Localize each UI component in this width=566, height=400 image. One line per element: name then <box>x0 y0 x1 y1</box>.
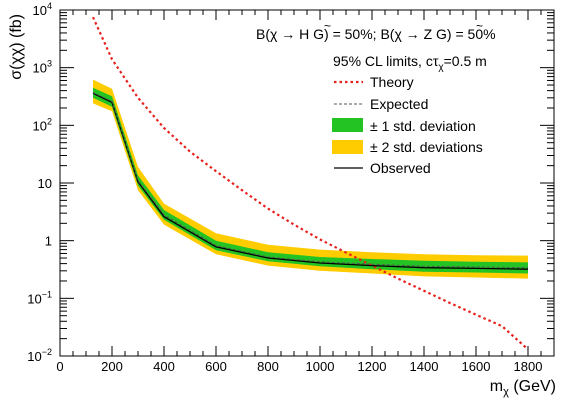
x-tick-label: 600 <box>205 359 227 374</box>
x-tick-label: 1600 <box>462 359 491 374</box>
x-tick-label: 1000 <box>306 359 335 374</box>
annotation-cl-limits: 95% CL limits, cτχ=0.5 m <box>333 53 487 73</box>
svg-text:Observed: Observed <box>370 160 431 176</box>
x-axis-title: mχ (GeV) <box>490 378 556 398</box>
svg-text:± 2 std. deviations: ± 2 std. deviations <box>370 139 483 155</box>
legend-item-one-sigma: ± 1 std. deviation <box>332 118 476 134</box>
x-tick-label: 200 <box>101 359 123 374</box>
y-axis-title: σ(χχ) (fb) <box>8 14 25 80</box>
x-tick-label: 400 <box>153 359 175 374</box>
x-axis: 0 200 400 600 800 1000 1200 1400 1600 1800 <box>56 10 555 374</box>
y-tick-label: 104 <box>33 1 52 18</box>
uncertainty-bands <box>93 79 528 279</box>
theory-curve <box>91 16 529 351</box>
y-tick-label: 102 <box>33 116 52 133</box>
x-tick-label: 1800 <box>514 359 543 374</box>
legend-item-observed: Observed <box>334 160 431 176</box>
svg-text:Theory: Theory <box>370 74 414 90</box>
svg-text:Expected: Expected <box>370 96 428 112</box>
y-tick-label: 1 <box>45 234 52 249</box>
y-axis: 10−2 10−1 1 10 102 103 104 <box>27 1 554 364</box>
legend-item-theory: Theory <box>334 74 414 90</box>
expected-curve <box>92 92 529 269</box>
y-tick-label: 10−2 <box>27 347 52 364</box>
tilde-1: ~ <box>324 19 331 33</box>
one-sigma-band <box>93 87 528 274</box>
x-tick-label: 800 <box>257 359 279 374</box>
two-sigma-band <box>93 79 528 279</box>
x-tick-label: 0 <box>56 359 63 374</box>
y-tick-label: 10−1 <box>27 289 52 306</box>
tilde-2: ~ <box>476 19 483 33</box>
y-tick-label: 103 <box>33 59 52 76</box>
x-tick-label: 1200 <box>358 359 387 374</box>
legend-item-expected: Expected <box>334 96 428 112</box>
x-tick-label: 1400 <box>410 359 439 374</box>
curves <box>91 16 529 351</box>
annotation-branching: B(χ → H G) = 50%; B(χ → Z G) = 50% ~ ~ <box>256 19 496 42</box>
svg-text:± 1 std. deviation: ± 1 std. deviation <box>370 118 476 134</box>
legend: Theory Expected ± 1 std. deviation ± 2 s… <box>332 74 483 176</box>
y-tick-label: 10 <box>38 176 52 191</box>
svg-text:B(χ → H G) = 50%; B(χ → Z G) =: B(χ → H G) = 50%; B(χ → Z G) = 50% <box>256 26 496 42</box>
legend-item-two-sigma: ± 2 std. deviations <box>332 139 483 155</box>
